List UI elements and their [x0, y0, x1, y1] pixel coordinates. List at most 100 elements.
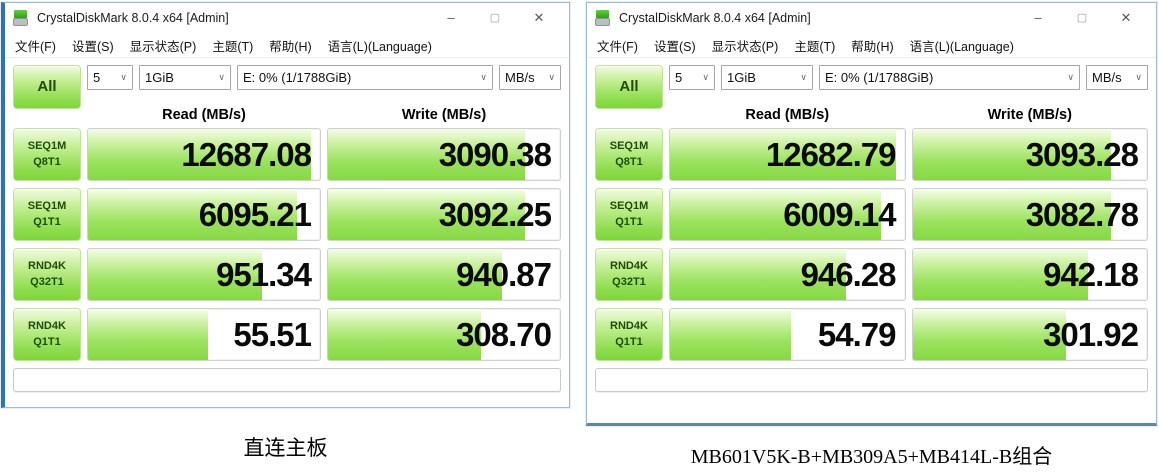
write-value-cell: 301.92 — [911, 308, 1148, 361]
value-bar — [670, 189, 882, 240]
value-bar — [670, 309, 792, 360]
table-row: RND4K Q32T1 946.28 942.18 — [595, 248, 1148, 301]
menu-item-help[interactable]: 帮助(H) — [269, 39, 312, 54]
menu-item-theme[interactable]: 主题(T) — [794, 39, 836, 54]
test-size-select[interactable]: 1GiB ∨ — [139, 65, 231, 90]
value-bar — [328, 249, 502, 300]
read-value-cell: 946.28 — [669, 248, 906, 301]
menu-item-profile[interactable]: 显示状态(P) — [129, 39, 197, 54]
status-message-bar — [13, 368, 561, 392]
test-button-seq1m-q1t1[interactable]: SEQ1M Q1T1 — [13, 188, 81, 241]
caption-adapter-combo: MB601V5K-B+MB309A5+MB414L-B组合 — [690, 446, 1053, 468]
menu-item-help[interactable]: 帮助(H) — [851, 39, 894, 54]
chevron-down-icon: ∨ — [218, 72, 225, 82]
read-column-header: Read (MB/s) — [745, 107, 830, 123]
read-value: 6095.21 — [198, 195, 312, 233]
read-value-cell: 951.34 — [87, 248, 321, 301]
test-button-rnd4k-q32t1[interactable]: RND4K Q32T1 — [595, 248, 663, 301]
table-row: SEQ1M Q1T1 6095.21 3092.25 — [13, 188, 561, 241]
value-bar — [88, 309, 209, 360]
chevron-down-icon: ∨ — [548, 72, 555, 82]
read-value-cell: 54.79 — [669, 308, 906, 361]
menu-item-theme[interactable]: 主题(T) — [212, 39, 254, 54]
drive-value: E: 0% (1/1788GiB) — [825, 70, 934, 85]
chevron-down-icon: ∨ — [1135, 72, 1142, 82]
read-value: 946.28 — [800, 255, 897, 293]
drive-select[interactable]: E: 0% (1/1788GiB) ∨ — [237, 65, 493, 90]
test-count-select[interactable]: 5 ∨ — [87, 65, 133, 90]
read-value-cell: 12687.08 — [87, 128, 321, 181]
value-bar — [912, 249, 1089, 300]
test-button-seq1m-q8t1[interactable]: SEQ1M Q8T1 — [13, 128, 81, 181]
menu-item-file[interactable]: 文件(F) — [15, 39, 56, 54]
menu-item-language[interactable]: 语言(L)(Language) — [909, 39, 1014, 54]
value-bar — [328, 189, 525, 240]
drive-select[interactable]: E: 0% (1/1788GiB) ∨ — [819, 65, 1080, 90]
test-size-value: 1GiB — [727, 70, 756, 85]
status-message-bar — [595, 368, 1148, 392]
read-value: 54.79 — [817, 315, 897, 353]
unit-value: MB/s — [505, 70, 535, 85]
table-row: SEQ1M Q8T1 12682.79 3093.28 — [595, 128, 1148, 181]
minimize-button[interactable]: – — [1034, 10, 1042, 25]
menu-bar: 文件(F) 设置(S) 显示状态(P) 主题(T) 帮助(H) 语言(L)(La… — [587, 33, 1156, 58]
test-button-rnd4k-q1t1[interactable]: RND4K Q1T1 — [13, 308, 81, 361]
write-value-cell: 3092.25 — [327, 188, 561, 241]
test-size-select[interactable]: 1GiB ∨ — [721, 65, 813, 90]
write-value-cell: 940.87 — [327, 248, 561, 301]
read-value: 12687.08 — [181, 135, 312, 173]
value-bar — [670, 129, 896, 180]
value-bar — [912, 189, 1112, 240]
caption-direct-motherboard: 直连主板 — [243, 437, 328, 460]
value-bar — [88, 129, 312, 180]
maximize-button[interactable]: ▢ — [1076, 12, 1088, 24]
write-value: 940.87 — [456, 255, 552, 293]
write-value: 3090.38 — [438, 135, 552, 173]
test-button-rnd4k-q32t1[interactable]: RND4K Q32T1 — [13, 248, 81, 301]
titlebar[interactable]: CrystalDiskMark 8.0.4 x64 [Admin] – ▢ ✕ — [5, 3, 569, 33]
test-count-select[interactable]: 5 ∨ — [669, 65, 715, 90]
maximize-button[interactable]: ▢ — [489, 12, 501, 24]
menu-item-settings[interactable]: 设置(S) — [71, 39, 114, 54]
value-bar — [88, 249, 263, 300]
test-count-value: 5 — [93, 70, 101, 85]
test-button-seq1m-q8t1[interactable]: SEQ1M Q8T1 — [595, 128, 663, 181]
close-button[interactable]: ✕ — [533, 10, 545, 25]
app-icon — [13, 10, 30, 26]
read-value-cell: 6009.14 — [669, 188, 906, 241]
unit-select[interactable]: MB/s ∨ — [499, 65, 561, 90]
unit-select[interactable]: MB/s ∨ — [1086, 65, 1148, 90]
write-value-cell: 3090.38 — [327, 128, 561, 181]
chevron-down-icon: ∨ — [800, 72, 807, 82]
table-row: SEQ1M Q1T1 6009.14 3082.78 — [595, 188, 1148, 241]
minimize-button[interactable]: – — [447, 10, 455, 25]
chevron-down-icon: ∨ — [480, 72, 487, 82]
value-bar — [912, 309, 1067, 360]
menu-item-language[interactable]: 语言(L)(Language) — [327, 39, 432, 54]
write-value: 942.18 — [1043, 255, 1139, 293]
close-button[interactable]: ✕ — [1120, 10, 1132, 25]
test-button-seq1m-q1t1[interactable]: SEQ1M Q1T1 — [595, 188, 663, 241]
write-column-header: Write (MB/s) — [987, 107, 1072, 123]
table-row: RND4K Q32T1 951.34 940.87 — [13, 248, 561, 301]
write-value: 3082.78 — [1025, 195, 1139, 233]
all-test-button[interactable]: All — [595, 65, 663, 109]
value-bar — [88, 189, 298, 240]
menu-item-file[interactable]: 文件(F) — [597, 39, 638, 54]
menu-bar: 文件(F) 设置(S) 显示状态(P) 主题(T) 帮助(H) 语言(L)(La… — [5, 33, 569, 58]
chevron-down-icon: ∨ — [702, 72, 709, 82]
menu-item-settings[interactable]: 设置(S) — [653, 39, 696, 54]
chevron-down-icon: ∨ — [120, 72, 127, 82]
menu-item-profile[interactable]: 显示状态(P) — [711, 39, 779, 54]
write-column-header: Write (MB/s) — [401, 107, 487, 123]
read-value-cell: 55.51 — [87, 308, 321, 361]
unit-value: MB/s — [1092, 70, 1122, 85]
write-value-cell: 3093.28 — [911, 128, 1148, 181]
all-test-button[interactable]: All — [13, 65, 81, 109]
write-value-cell: 3082.78 — [911, 188, 1148, 241]
table-row: RND4K Q1T1 55.51 308.70 — [13, 308, 561, 361]
titlebar[interactable]: CrystalDiskMark 8.0.4 x64 [Admin] – ▢ ✕ — [587, 3, 1156, 33]
test-button-rnd4k-q1t1[interactable]: RND4K Q1T1 — [595, 308, 663, 361]
value-bar — [328, 309, 481, 360]
